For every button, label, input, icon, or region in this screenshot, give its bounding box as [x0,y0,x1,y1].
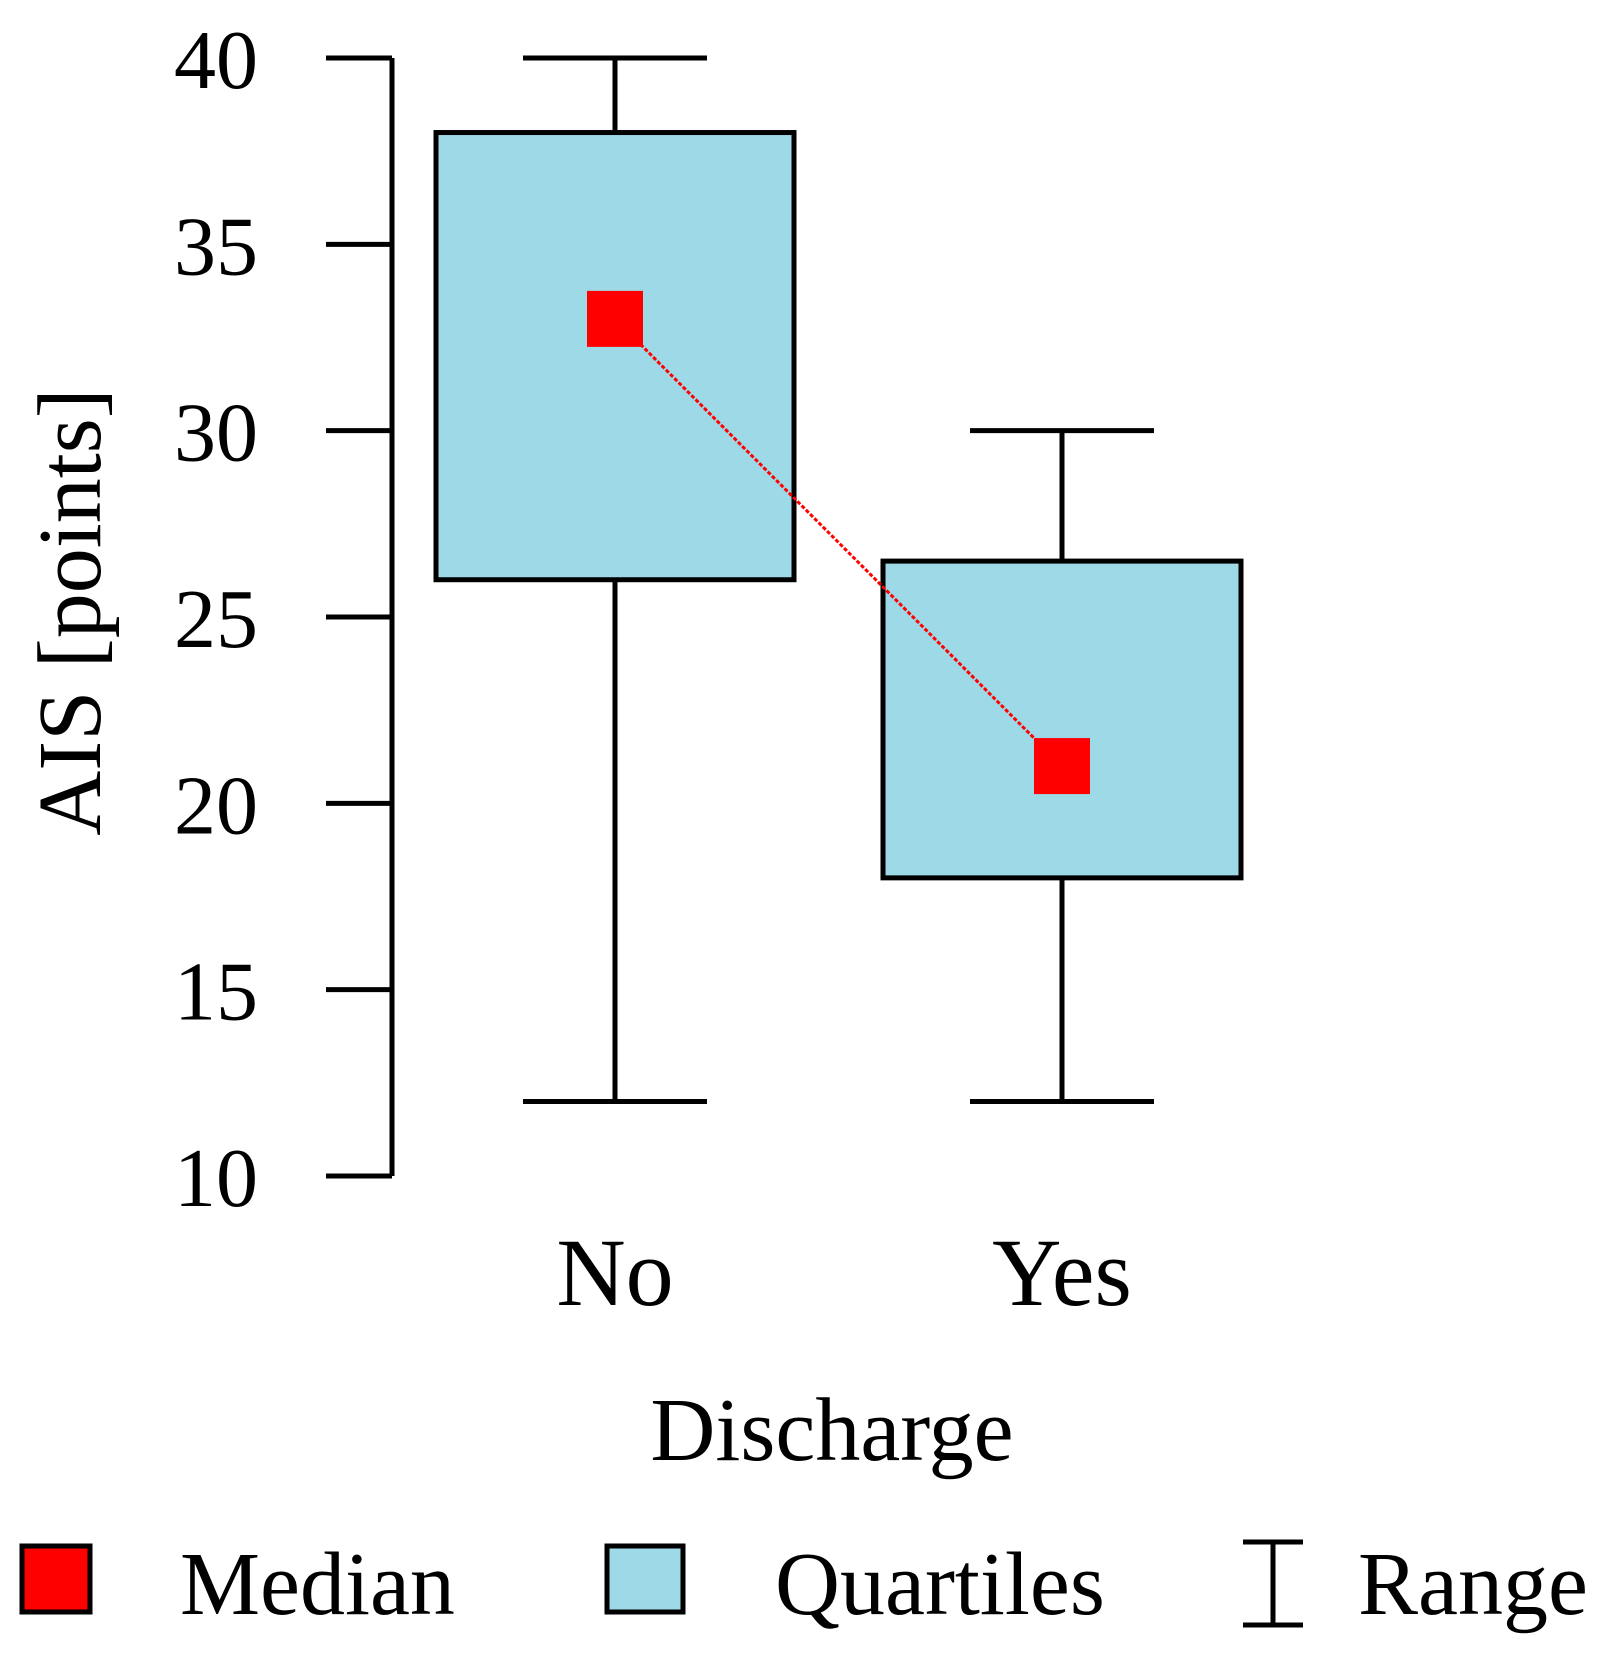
median-marker-yes [1034,738,1090,795]
median-marker-no [587,290,643,347]
legend-median-label: Median [180,1535,455,1634]
y-tick-label-40: 40 [174,14,258,107]
y-tick-label-20: 20 [174,759,258,852]
x-axis-labels: No Yes [556,1219,1132,1326]
y-tick-label-30: 30 [174,387,258,480]
quartile-box-no [433,130,797,583]
boxes-group [433,55,1244,1104]
legend-quartiles-swatch [604,1543,686,1615]
median-connector-line [613,317,1064,768]
legend-range-label: Range [1358,1535,1588,1634]
y-tick-label-35: 35 [174,200,258,293]
y-tick-label-15: 15 [174,946,258,1039]
x-category-label-yes: Yes [992,1219,1132,1326]
x-axis-title: Discharge [650,1381,1013,1480]
quartile-box-yes [880,558,1244,881]
y-tick-label-10: 10 [174,1132,258,1225]
legend: Median Quartiles Range [19,1535,1588,1634]
medians-group [587,290,1090,795]
legend-quartiles-label: Quartiles [775,1535,1105,1634]
legend-median-swatch [19,1543,93,1615]
y-axis: 10 15 20 25 30 35 40 [174,14,395,1225]
x-category-label-no: No [556,1219,673,1326]
y-tick-label-25: 25 [174,573,258,666]
y-axis-title: AIS [points] [21,388,120,836]
median-line-group [613,317,1064,768]
